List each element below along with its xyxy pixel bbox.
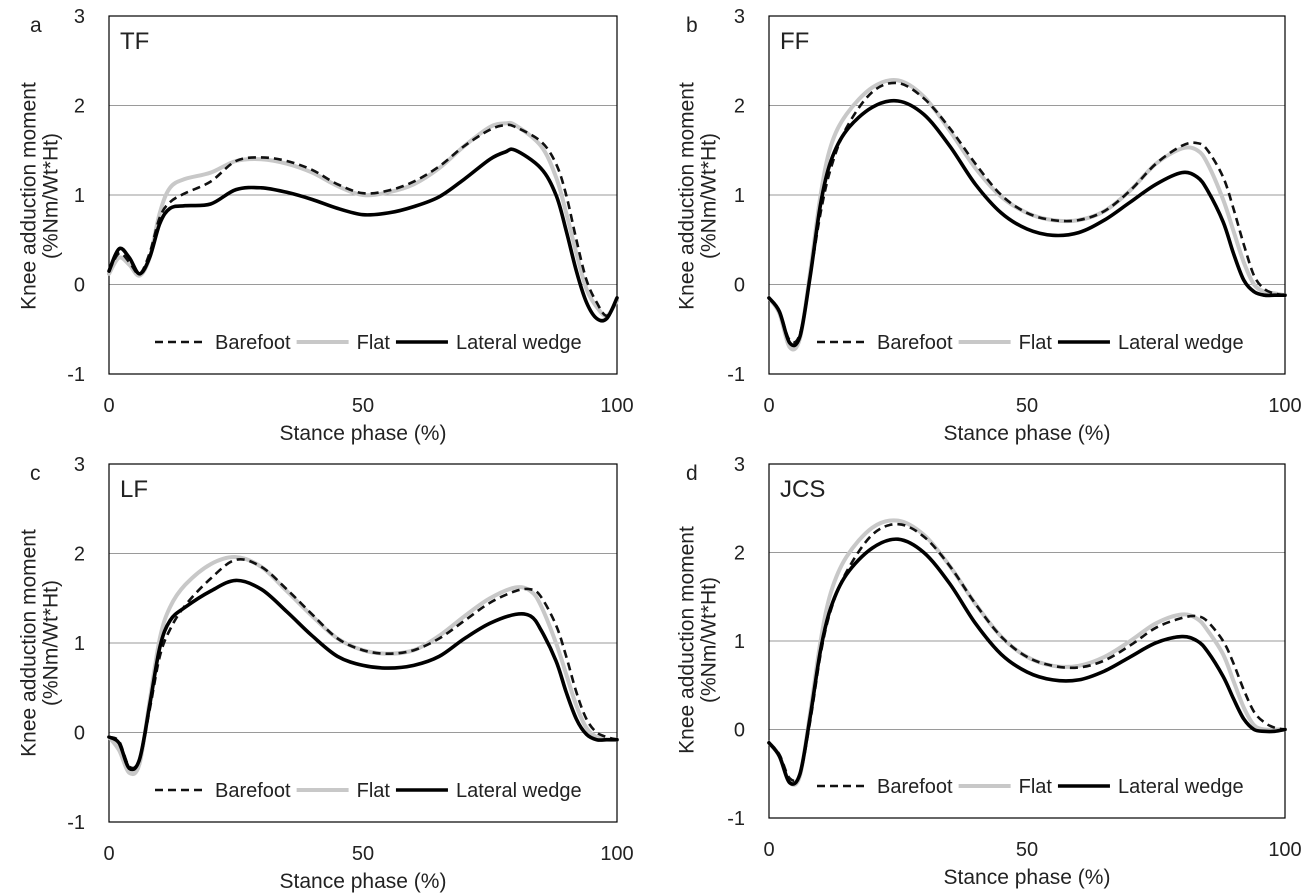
y-tick-label: -1 xyxy=(727,808,745,830)
series-line-flat xyxy=(767,78,1287,352)
series-line-lateral-wedge xyxy=(767,98,1287,348)
panel-title: LF xyxy=(120,476,148,503)
y-tick-label: 1 xyxy=(74,185,85,207)
y-tick-label: 1 xyxy=(734,185,745,207)
y-axis-label: Knee adduction moment xyxy=(676,82,699,310)
y-tick-label: 2 xyxy=(734,96,745,118)
legend-label-flat: Flat xyxy=(357,780,391,802)
legend-label-lateral-wedge: Lateral wedge xyxy=(456,780,582,802)
y-tick-label: 2 xyxy=(74,544,85,566)
legend-label-barefoot: Barefoot xyxy=(215,780,291,802)
x-tick-label: 0 xyxy=(763,395,774,417)
x-tick-label: 50 xyxy=(1016,395,1038,417)
y-tick-label: 0 xyxy=(734,275,745,297)
legend-label-flat: Flat xyxy=(357,332,391,354)
x-tick-label: 100 xyxy=(1268,395,1301,417)
plot-area-frame xyxy=(768,15,1286,375)
y-axis-units: (%Nm/Wt*Ht) xyxy=(698,577,721,703)
x-tick-label: 100 xyxy=(1268,839,1301,861)
legend: Barefoot Flat Lateral wedge xyxy=(817,332,1244,354)
x-axis-label: Stance phase (%) xyxy=(280,870,447,893)
legend: Barefoot Flat Lateral wedge xyxy=(155,332,582,354)
legend-label-flat: Flat xyxy=(1019,776,1053,798)
x-axis-label: Stance phase (%) xyxy=(944,866,1111,889)
y-tick-label: -1 xyxy=(67,364,85,386)
series-line-flat xyxy=(107,120,619,318)
x-tick-label: 100 xyxy=(600,843,633,865)
legend-label-barefoot: Barefoot xyxy=(877,776,953,798)
x-tick-label: 50 xyxy=(352,843,374,865)
legend-label-flat: Flat xyxy=(1019,332,1053,354)
x-tick-label: 0 xyxy=(763,839,774,861)
legend-label-barefoot: Barefoot xyxy=(215,332,291,354)
y-tick-label: 3 xyxy=(734,6,745,28)
y-tick-label: 2 xyxy=(74,96,85,118)
y-axis-units: (%Nm/Wt*Ht) xyxy=(698,133,721,259)
chart-panel-b: -1 0 1 2 3 0 50 100 Stance phase (%) Knee adducti… xyxy=(676,6,1302,445)
panel-letter: d xyxy=(686,462,698,485)
panel-title: FF xyxy=(780,28,809,55)
y-tick-label: 0 xyxy=(74,275,85,297)
y-axis-label: Knee adduction moment xyxy=(18,529,41,757)
x-tick-label: 0 xyxy=(103,395,114,417)
y-axis-label: Knee adduction moment xyxy=(18,82,41,310)
series-line-lateral-wedge xyxy=(107,578,619,772)
x-axis-label: Stance phase (%) xyxy=(944,422,1111,445)
legend-label-lateral-wedge: Lateral wedge xyxy=(1118,332,1244,354)
plot-area-frame xyxy=(108,15,618,375)
x-tick-label: 50 xyxy=(1016,839,1038,861)
chart-panel-a: -1 0 1 2 3 0 50 100 Stance phase (%) Knee adducti… xyxy=(18,6,634,445)
legend: Barefoot Flat Lateral wedge xyxy=(155,780,582,802)
legend-label-lateral-wedge: Lateral wedge xyxy=(456,332,582,354)
series-line-lateral-wedge xyxy=(107,147,619,323)
legend-label-lateral-wedge: Lateral wedge xyxy=(1118,776,1244,798)
y-tick-label: 1 xyxy=(734,631,745,653)
y-tick-label: 2 xyxy=(734,543,745,565)
chart-panel-d: -1 0 1 2 3 0 50 100 Stance phase (%) Knee adducti… xyxy=(676,454,1302,889)
panel-letter: b xyxy=(686,14,698,37)
y-tick-label: 3 xyxy=(74,6,85,28)
x-tick-label: 50 xyxy=(352,395,374,417)
panel-letter: a xyxy=(30,14,42,37)
y-axis-units: (%Nm/Wt*Ht) xyxy=(40,133,63,259)
y-tick-label: -1 xyxy=(727,364,745,386)
y-axis-label: Knee adduction moment xyxy=(676,526,699,754)
y-tick-label: 0 xyxy=(734,720,745,742)
y-tick-label: 0 xyxy=(74,723,85,745)
x-tick-label: 0 xyxy=(103,843,114,865)
y-tick-label: -1 xyxy=(67,812,85,834)
series-line-barefoot xyxy=(767,81,1286,344)
y-tick-label: 3 xyxy=(74,454,85,476)
panel-letter: c xyxy=(30,462,41,485)
plot-area-frame xyxy=(768,463,1286,819)
series-line-lateral-wedge xyxy=(767,537,1287,786)
series-line-barefoot xyxy=(107,123,619,318)
series-line-barefoot xyxy=(108,558,618,770)
panel-title: TF xyxy=(120,28,149,55)
y-tick-label: 1 xyxy=(74,633,85,655)
y-tick-label: 3 xyxy=(734,454,745,476)
legend-label-barefoot: Barefoot xyxy=(877,332,953,354)
plot-area-frame xyxy=(108,463,618,823)
y-axis-units: (%Nm/Wt*Ht) xyxy=(40,580,63,706)
x-axis-label: Stance phase (%) xyxy=(280,422,447,445)
x-tick-label: 100 xyxy=(600,395,633,417)
panel-title: JCS xyxy=(780,476,825,503)
legend: Barefoot Flat Lateral wedge xyxy=(817,776,1244,798)
chart-panel-c: -1 0 1 2 3 0 50 100 Stance phase (%) Knee adducti… xyxy=(18,454,634,893)
series-line-barefoot xyxy=(768,522,1286,783)
